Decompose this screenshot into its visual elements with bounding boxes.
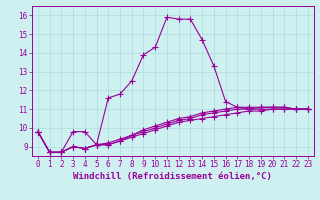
X-axis label: Windchill (Refroidissement éolien,°C): Windchill (Refroidissement éolien,°C) — [73, 172, 272, 181]
